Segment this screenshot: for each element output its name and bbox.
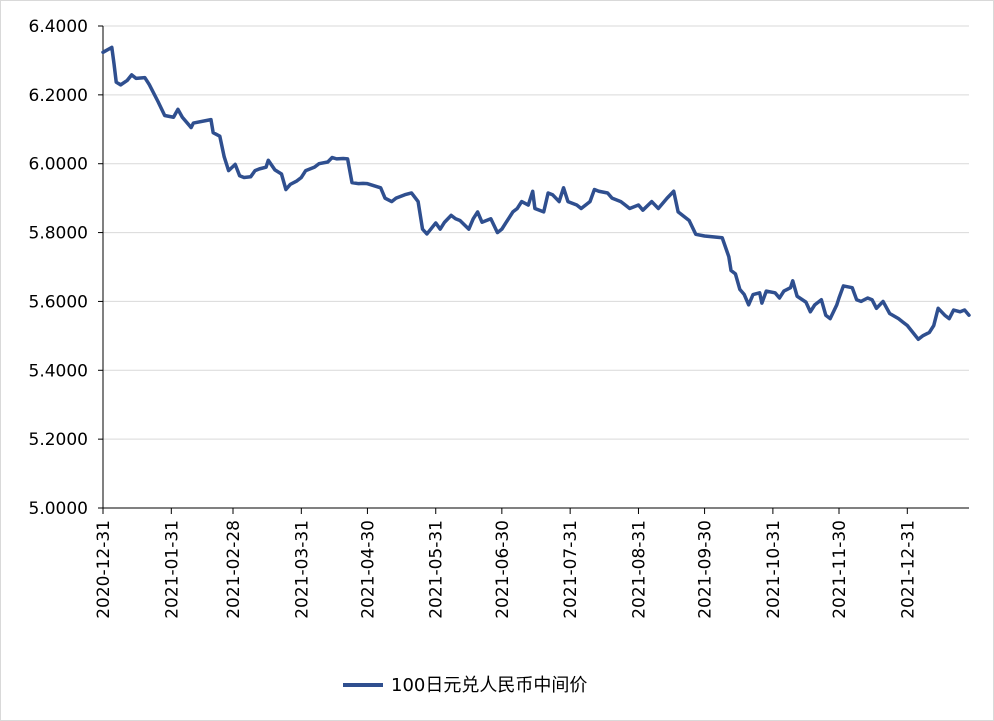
x-tick-label: 2021-08-31 (629, 520, 649, 619)
x-tick-label: 2021-05-31 (427, 520, 447, 619)
x-tick-label: 2021-12-31 (898, 520, 918, 619)
series-line (101, 45, 971, 342)
x-tick-label: 2021-11-30 (830, 520, 850, 619)
legend-label: 100日元兑人民币中间价 (391, 675, 587, 696)
series-lines (101, 45, 971, 342)
y-tick-label: 5.2000 (29, 430, 88, 450)
legend: 100日元兑人民币中间价 (343, 675, 587, 696)
y-tick-label: 5.6000 (29, 292, 88, 312)
axes (102, 26, 969, 509)
y-tick-label: 6.4000 (29, 17, 88, 37)
x-tick-label: 2021-02-28 (224, 520, 244, 619)
y-tick-label: 6.2000 (29, 86, 88, 106)
y-axis-ticks: 5.0000 5.2000 5.4000 5.6000 5.8000 6.0000 6.20… (29, 17, 103, 519)
x-tick-label: 2021-01-31 (162, 520, 182, 619)
x-tick-label: 2021-06-30 (493, 520, 513, 619)
x-tick-label: 2021-10-31 (764, 520, 784, 619)
x-tick-label: 2021-09-30 (696, 520, 716, 619)
x-axis-ticks: 2020-12-31 2021-01-31 2021-02-28 2021-03-31… (94, 508, 918, 619)
x-tick-label: 2021-03-31 (292, 520, 312, 619)
y-tick-label: 5.0000 (29, 499, 88, 519)
x-tick-label: 2021-07-31 (561, 520, 581, 619)
x-tick-label: 2021-04-30 (358, 520, 378, 619)
y-tick-label: 5.8000 (29, 224, 88, 244)
x-tick-label: 2020-12-31 (94, 520, 114, 619)
y-tick-label: 6.0000 (29, 155, 88, 175)
y-tick-label: 5.4000 (29, 361, 88, 381)
gridlines (103, 25, 969, 440)
